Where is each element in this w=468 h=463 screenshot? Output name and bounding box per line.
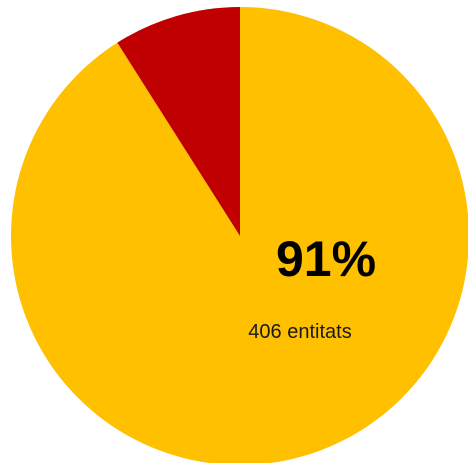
pie-slices <box>11 7 468 463</box>
percent-label: 91% <box>276 231 376 287</box>
pie-slice-1 <box>117 7 240 236</box>
pie-slice-0 <box>11 7 468 463</box>
count-label: 406 entitats <box>248 321 351 343</box>
